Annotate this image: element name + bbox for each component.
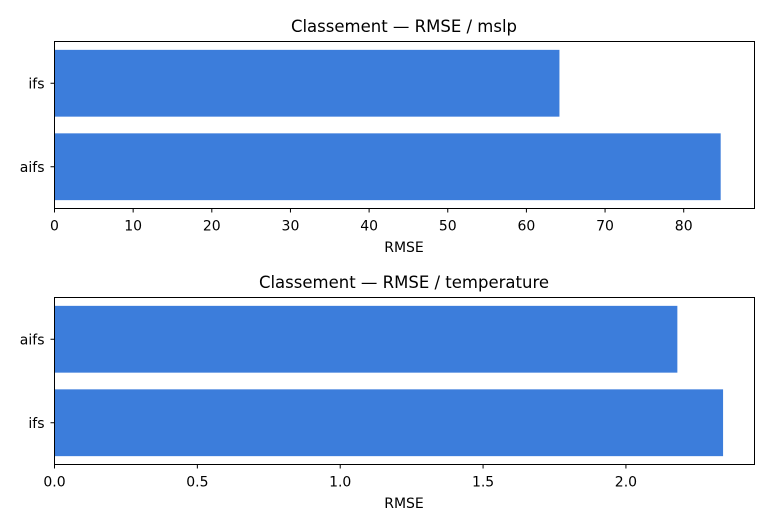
bars bbox=[54, 305, 724, 457]
chart-title: Classement — RMSE / mslp bbox=[291, 17, 517, 36]
x-tick-label: 2.0 bbox=[615, 475, 637, 491]
y-tick-label: ifs bbox=[28, 76, 44, 92]
x-tick-label: 70 bbox=[596, 219, 614, 235]
x-tick-label: 1.5 bbox=[472, 475, 494, 491]
bars bbox=[54, 49, 721, 201]
chart-title: Classement — RMSE / temperature bbox=[259, 273, 549, 292]
y-axis: ifs aifs bbox=[20, 76, 55, 176]
x-axis-label: RMSE bbox=[384, 496, 424, 512]
x-tick-label: 30 bbox=[282, 219, 300, 235]
x-axis: 0.0 0.5 1.0 1.5 2.0 bbox=[43, 464, 637, 491]
mslp-rmse-chart: Classement — RMSE / mslp ifs aifs 0 10 20 30… bbox=[20, 17, 755, 256]
y-tick-label: ifs bbox=[28, 416, 44, 432]
x-tick-label: 1.0 bbox=[329, 475, 351, 491]
x-tick-label: 0 bbox=[50, 219, 59, 235]
bar-ifs bbox=[54, 389, 724, 457]
x-axis: 0 10 20 30 40 50 60 70 80 bbox=[50, 208, 693, 235]
x-tick-label: 10 bbox=[124, 219, 142, 235]
x-tick-label: 80 bbox=[675, 219, 693, 235]
temperature-rmse-chart: Classement — RMSE / temperature aifsifs … bbox=[20, 273, 755, 512]
x-axis-label: RMSE bbox=[384, 240, 424, 256]
bar-aifs bbox=[54, 305, 678, 373]
x-tick-label: 0.5 bbox=[186, 475, 208, 491]
x-tick-label: 0.0 bbox=[43, 475, 65, 491]
plot-frame bbox=[54, 41, 755, 209]
bar-aifs bbox=[54, 133, 721, 201]
y-axis: aifs ifs bbox=[20, 332, 55, 432]
y-tick-label: aifs bbox=[20, 332, 45, 348]
x-tick-label: 40 bbox=[360, 219, 378, 235]
x-tick-label: 60 bbox=[517, 219, 535, 235]
y-tick-label: aifs bbox=[20, 160, 45, 176]
plot-frame bbox=[54, 297, 755, 465]
bar-ifs bbox=[54, 49, 560, 117]
x-tick-label: 20 bbox=[203, 219, 221, 235]
x-tick-label: 50 bbox=[439, 219, 457, 235]
